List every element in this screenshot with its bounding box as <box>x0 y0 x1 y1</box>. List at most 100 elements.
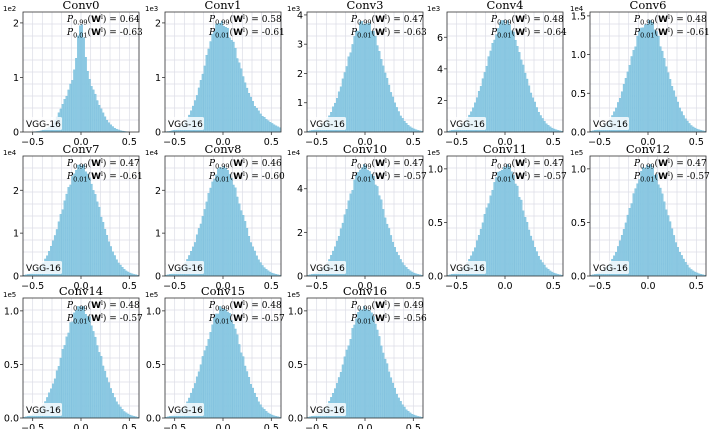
histogram-bar <box>366 23 369 133</box>
percentile-value: -0.57 <box>120 314 143 324</box>
percentile-p01-label: P0.01(Wl) = -0.61 <box>633 27 710 40</box>
percentile-p99-label: P0.99(Wl) = 0.58 <box>208 14 282 27</box>
histogram-bar <box>209 332 212 419</box>
histogram-bar <box>102 112 105 133</box>
histogram-bar <box>238 62 241 133</box>
histogram-bar <box>226 28 229 133</box>
histogram-bar <box>640 27 643 133</box>
histogram-bar <box>84 171 87 277</box>
histogram-bar <box>694 127 697 133</box>
percentile-value: 0.64 <box>120 15 140 25</box>
histogram-bar <box>630 203 633 277</box>
histogram-bar <box>366 309 369 419</box>
histogram-bar <box>686 264 689 277</box>
model-label: VGG-16 <box>168 120 203 130</box>
histogram-bar <box>532 240 535 277</box>
histogram-bar <box>209 187 212 277</box>
y-tick-label: 0 <box>155 128 161 139</box>
histogram-bar <box>661 50 664 133</box>
histogram-bar <box>351 190 354 277</box>
y-tick-label: 2 <box>13 186 19 197</box>
histogram-bar <box>217 313 220 419</box>
histogram-bar <box>372 176 375 277</box>
histogram-bar <box>219 167 222 277</box>
histogram-bar <box>113 127 116 133</box>
y-tick-label: 2 <box>437 96 443 107</box>
histogram-bar <box>261 115 264 133</box>
histogram-bar <box>532 97 535 133</box>
histogram-bar <box>228 313 231 419</box>
model-label: VGG-16 <box>310 264 345 274</box>
histogram-bar <box>86 173 89 277</box>
x-tick-label: −0.5 <box>21 281 44 292</box>
histogram-bar <box>234 187 237 277</box>
histogram-bar <box>251 387 254 419</box>
histogram-bar <box>111 251 114 277</box>
histogram-bar <box>630 56 633 133</box>
histogram-bar <box>115 401 118 419</box>
histogram-bar <box>255 255 258 277</box>
histogram-bar <box>94 336 97 419</box>
histogram-bar <box>67 332 70 419</box>
histogram-bar <box>259 113 262 133</box>
histogram-bar <box>363 24 366 133</box>
percentile-p99-label: P0.99(Wl) = 0.46 <box>208 158 282 171</box>
histogram-bar <box>228 174 231 277</box>
histogram-bar <box>353 36 356 133</box>
histogram-bar <box>104 116 107 133</box>
histogram-bar <box>368 23 371 133</box>
histogram-bar <box>224 26 227 133</box>
histogram-bar <box>355 318 358 419</box>
histogram-bar <box>84 57 87 133</box>
histogram-bar <box>403 265 406 277</box>
histogram-bar <box>259 404 262 419</box>
histogram-bar <box>248 93 251 133</box>
histogram-bar <box>632 50 635 133</box>
histogram-bar <box>203 209 206 277</box>
histogram-bar <box>259 262 262 277</box>
histogram-bar <box>692 126 695 133</box>
histogram-bar <box>251 101 254 133</box>
histogram-bar <box>347 200 350 277</box>
histogram-bar <box>657 184 660 277</box>
histogram-bar <box>349 339 352 419</box>
model-label: VGG-16 <box>310 120 345 130</box>
histogram-bar <box>207 48 210 133</box>
y-tick-label: 0.5 <box>571 218 586 229</box>
x-tick-label: 0.5 <box>122 281 137 292</box>
histogram-bar <box>217 168 220 277</box>
histogram-bar <box>203 65 206 133</box>
histogram-bar <box>205 55 208 133</box>
histogram-bar <box>407 125 410 133</box>
histogram-bar <box>378 195 381 277</box>
histogram-bar <box>677 101 679 133</box>
panel-title: Conv15 <box>201 284 245 298</box>
y-tick-label: 1 <box>155 73 161 84</box>
histogram-bar <box>244 365 247 419</box>
histogram-bar <box>403 120 406 133</box>
histogram-bar <box>275 125 278 133</box>
histogram-bar <box>271 272 274 277</box>
histogram-bar <box>75 58 78 133</box>
histogram-bar <box>370 174 373 277</box>
histogram-bar <box>549 270 552 277</box>
histogram-bar <box>240 68 243 133</box>
histogram-bar <box>390 92 393 133</box>
histogram-bar <box>127 271 130 277</box>
percentile-p99-label: P0.99(Wl) = 0.48 <box>208 300 282 313</box>
histogram-bar <box>382 352 385 419</box>
histogram-bar <box>653 175 656 277</box>
histogram-bar <box>269 413 272 419</box>
histogram-bar <box>370 312 373 419</box>
x-tick-label: 0.0 <box>73 137 88 148</box>
histogram-bar <box>392 241 395 277</box>
histogram-bar <box>368 171 371 277</box>
histogram-bar <box>100 108 103 133</box>
x-tick-label: 0.0 <box>497 281 512 292</box>
percentile-value: 0.47 <box>687 159 707 169</box>
histogram-bar <box>269 271 272 277</box>
histogram-bar <box>123 411 126 419</box>
histogram-bar <box>684 118 687 133</box>
histogram-bar <box>388 371 391 419</box>
percentile-value: -0.63 <box>404 28 427 38</box>
